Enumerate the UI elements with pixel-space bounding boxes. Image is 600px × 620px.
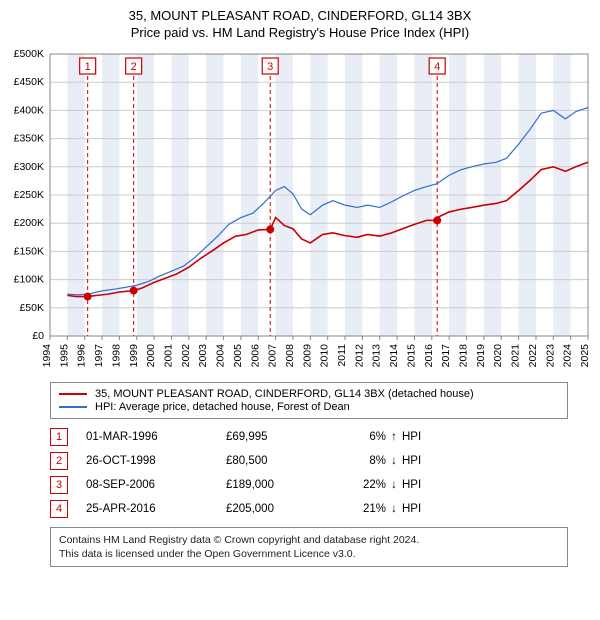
svg-text:2003: 2003 xyxy=(197,344,209,368)
titles: 35, MOUNT PLEASANT ROAD, CINDERFORD, GL1… xyxy=(0,0,600,40)
svg-text:2014: 2014 xyxy=(388,344,400,368)
event-tag: HPI xyxy=(402,431,442,443)
event-number-box: 1 xyxy=(50,428,68,446)
svg-text:£350K: £350K xyxy=(14,133,44,145)
svg-text:£100K: £100K xyxy=(14,274,44,286)
chart-svg: £0 £50K £100K £150K £200K £250K £300K £350K £400… xyxy=(0,46,600,376)
price-chart-card: 35, MOUNT PLEASANT ROAD, CINDERFORD, GL1… xyxy=(0,0,600,567)
event-arrow-icon: ↑ xyxy=(386,431,402,443)
svg-text:£500K: £500K xyxy=(14,48,44,60)
svg-text:2024: 2024 xyxy=(562,344,574,368)
svg-text:£250K: £250K xyxy=(14,189,44,201)
svg-text:2016: 2016 xyxy=(423,344,435,368)
svg-text:2004: 2004 xyxy=(215,344,227,368)
event-row: 1 01-MAR-1996£69,9956%↑HPI xyxy=(50,425,550,449)
event-number-box: 3 xyxy=(50,476,68,494)
event-arrow-icon: ↓ xyxy=(386,503,402,515)
legend-swatch xyxy=(59,393,87,395)
svg-text:2005: 2005 xyxy=(232,344,244,368)
svg-text:1998: 1998 xyxy=(110,344,122,368)
svg-text:£200K: £200K xyxy=(14,217,44,229)
svg-text:2021: 2021 xyxy=(510,344,522,368)
svg-text:2019: 2019 xyxy=(475,344,487,368)
event-row: 3 08-SEP-2006£189,00022%↓HPI xyxy=(50,473,550,497)
event-date: 25-APR-2016 xyxy=(86,503,226,515)
event-pct: 22% xyxy=(326,479,386,491)
svg-text:2023: 2023 xyxy=(544,344,556,368)
svg-text:2006: 2006 xyxy=(249,344,261,368)
legend: 35, MOUNT PLEASANT ROAD, CINDERFORD, GL1… xyxy=(50,382,568,419)
event-price: £205,000 xyxy=(226,503,326,515)
svg-text:2002: 2002 xyxy=(180,344,192,368)
svg-text:£300K: £300K xyxy=(14,161,44,173)
svg-text:2008: 2008 xyxy=(284,344,296,368)
event-tag: HPI xyxy=(402,503,442,515)
event-number-box: 2 xyxy=(50,452,68,470)
svg-text:1996: 1996 xyxy=(76,344,88,368)
event-tag: HPI xyxy=(402,455,442,467)
svg-text:2001: 2001 xyxy=(162,344,174,368)
svg-text:2007: 2007 xyxy=(267,344,279,368)
svg-text:1999: 1999 xyxy=(128,344,140,368)
svg-text:2013: 2013 xyxy=(371,344,383,368)
svg-text:4: 4 xyxy=(434,61,440,73)
svg-text:2022: 2022 xyxy=(527,344,539,368)
event-arrow-icon: ↓ xyxy=(386,479,402,491)
chart-title: 35, MOUNT PLEASANT ROAD, CINDERFORD, GL1… xyxy=(0,8,600,23)
svg-text:1: 1 xyxy=(85,61,91,73)
svg-text:£450K: £450K xyxy=(14,76,44,88)
event-price: £80,500 xyxy=(226,455,326,467)
svg-text:1995: 1995 xyxy=(58,344,70,368)
event-arrow-icon: ↓ xyxy=(386,455,402,467)
event-pct: 6% xyxy=(326,431,386,443)
svg-text:2010: 2010 xyxy=(319,344,331,368)
legend-label: 35, MOUNT PLEASANT ROAD, CINDERFORD, GL1… xyxy=(95,388,474,400)
legend-swatch xyxy=(59,406,87,408)
event-pct: 8% xyxy=(326,455,386,467)
svg-text:2025: 2025 xyxy=(579,344,591,368)
svg-text:2: 2 xyxy=(131,61,137,73)
svg-text:£400K: £400K xyxy=(14,104,44,116)
chart-area: £0 £50K £100K £150K £200K £250K £300K £350K £400… xyxy=(0,46,600,376)
chart-subtitle: Price paid vs. HM Land Registry's House … xyxy=(0,25,600,40)
svg-text:2018: 2018 xyxy=(458,344,470,368)
event-row: 4 25-APR-2016£205,00021%↓HPI xyxy=(50,497,550,521)
legend-label: HPI: Average price, detached house, Fore… xyxy=(95,401,350,413)
event-date: 08-SEP-2006 xyxy=(86,479,226,491)
svg-text:2009: 2009 xyxy=(301,344,313,368)
event-price: £69,995 xyxy=(226,431,326,443)
attribution-line-2: This data is licensed under the Open Gov… xyxy=(59,547,559,561)
legend-row: HPI: Average price, detached house, Fore… xyxy=(59,401,559,413)
attribution: Contains HM Land Registry data © Crown c… xyxy=(50,527,568,567)
svg-text:1997: 1997 xyxy=(93,344,105,368)
event-date: 26-OCT-1998 xyxy=(86,455,226,467)
event-tag: HPI xyxy=(402,479,442,491)
svg-text:1994: 1994 xyxy=(41,344,53,368)
svg-text:2000: 2000 xyxy=(145,344,157,368)
svg-text:3: 3 xyxy=(267,61,273,73)
event-row: 2 26-OCT-1998£80,5008%↓HPI xyxy=(50,449,550,473)
svg-text:2017: 2017 xyxy=(440,344,452,368)
events-table: 101-MAR-1996£69,9956%↑HPI226-OCT-1998£80… xyxy=(50,425,550,521)
svg-text:£50K: £50K xyxy=(19,302,44,314)
event-date: 01-MAR-1996 xyxy=(86,431,226,443)
svg-text:£150K: £150K xyxy=(14,245,44,257)
svg-text:2015: 2015 xyxy=(405,344,417,368)
legend-row: 35, MOUNT PLEASANT ROAD, CINDERFORD, GL1… xyxy=(59,388,559,400)
svg-text:2011: 2011 xyxy=(336,344,348,367)
event-number-box: 4 xyxy=(50,500,68,518)
event-pct: 21% xyxy=(326,503,386,515)
svg-text:2020: 2020 xyxy=(492,344,504,368)
svg-text:£0: £0 xyxy=(32,330,44,342)
event-price: £189,000 xyxy=(226,479,326,491)
svg-text:2012: 2012 xyxy=(353,344,365,368)
attribution-line-1: Contains HM Land Registry data © Crown c… xyxy=(59,533,559,547)
